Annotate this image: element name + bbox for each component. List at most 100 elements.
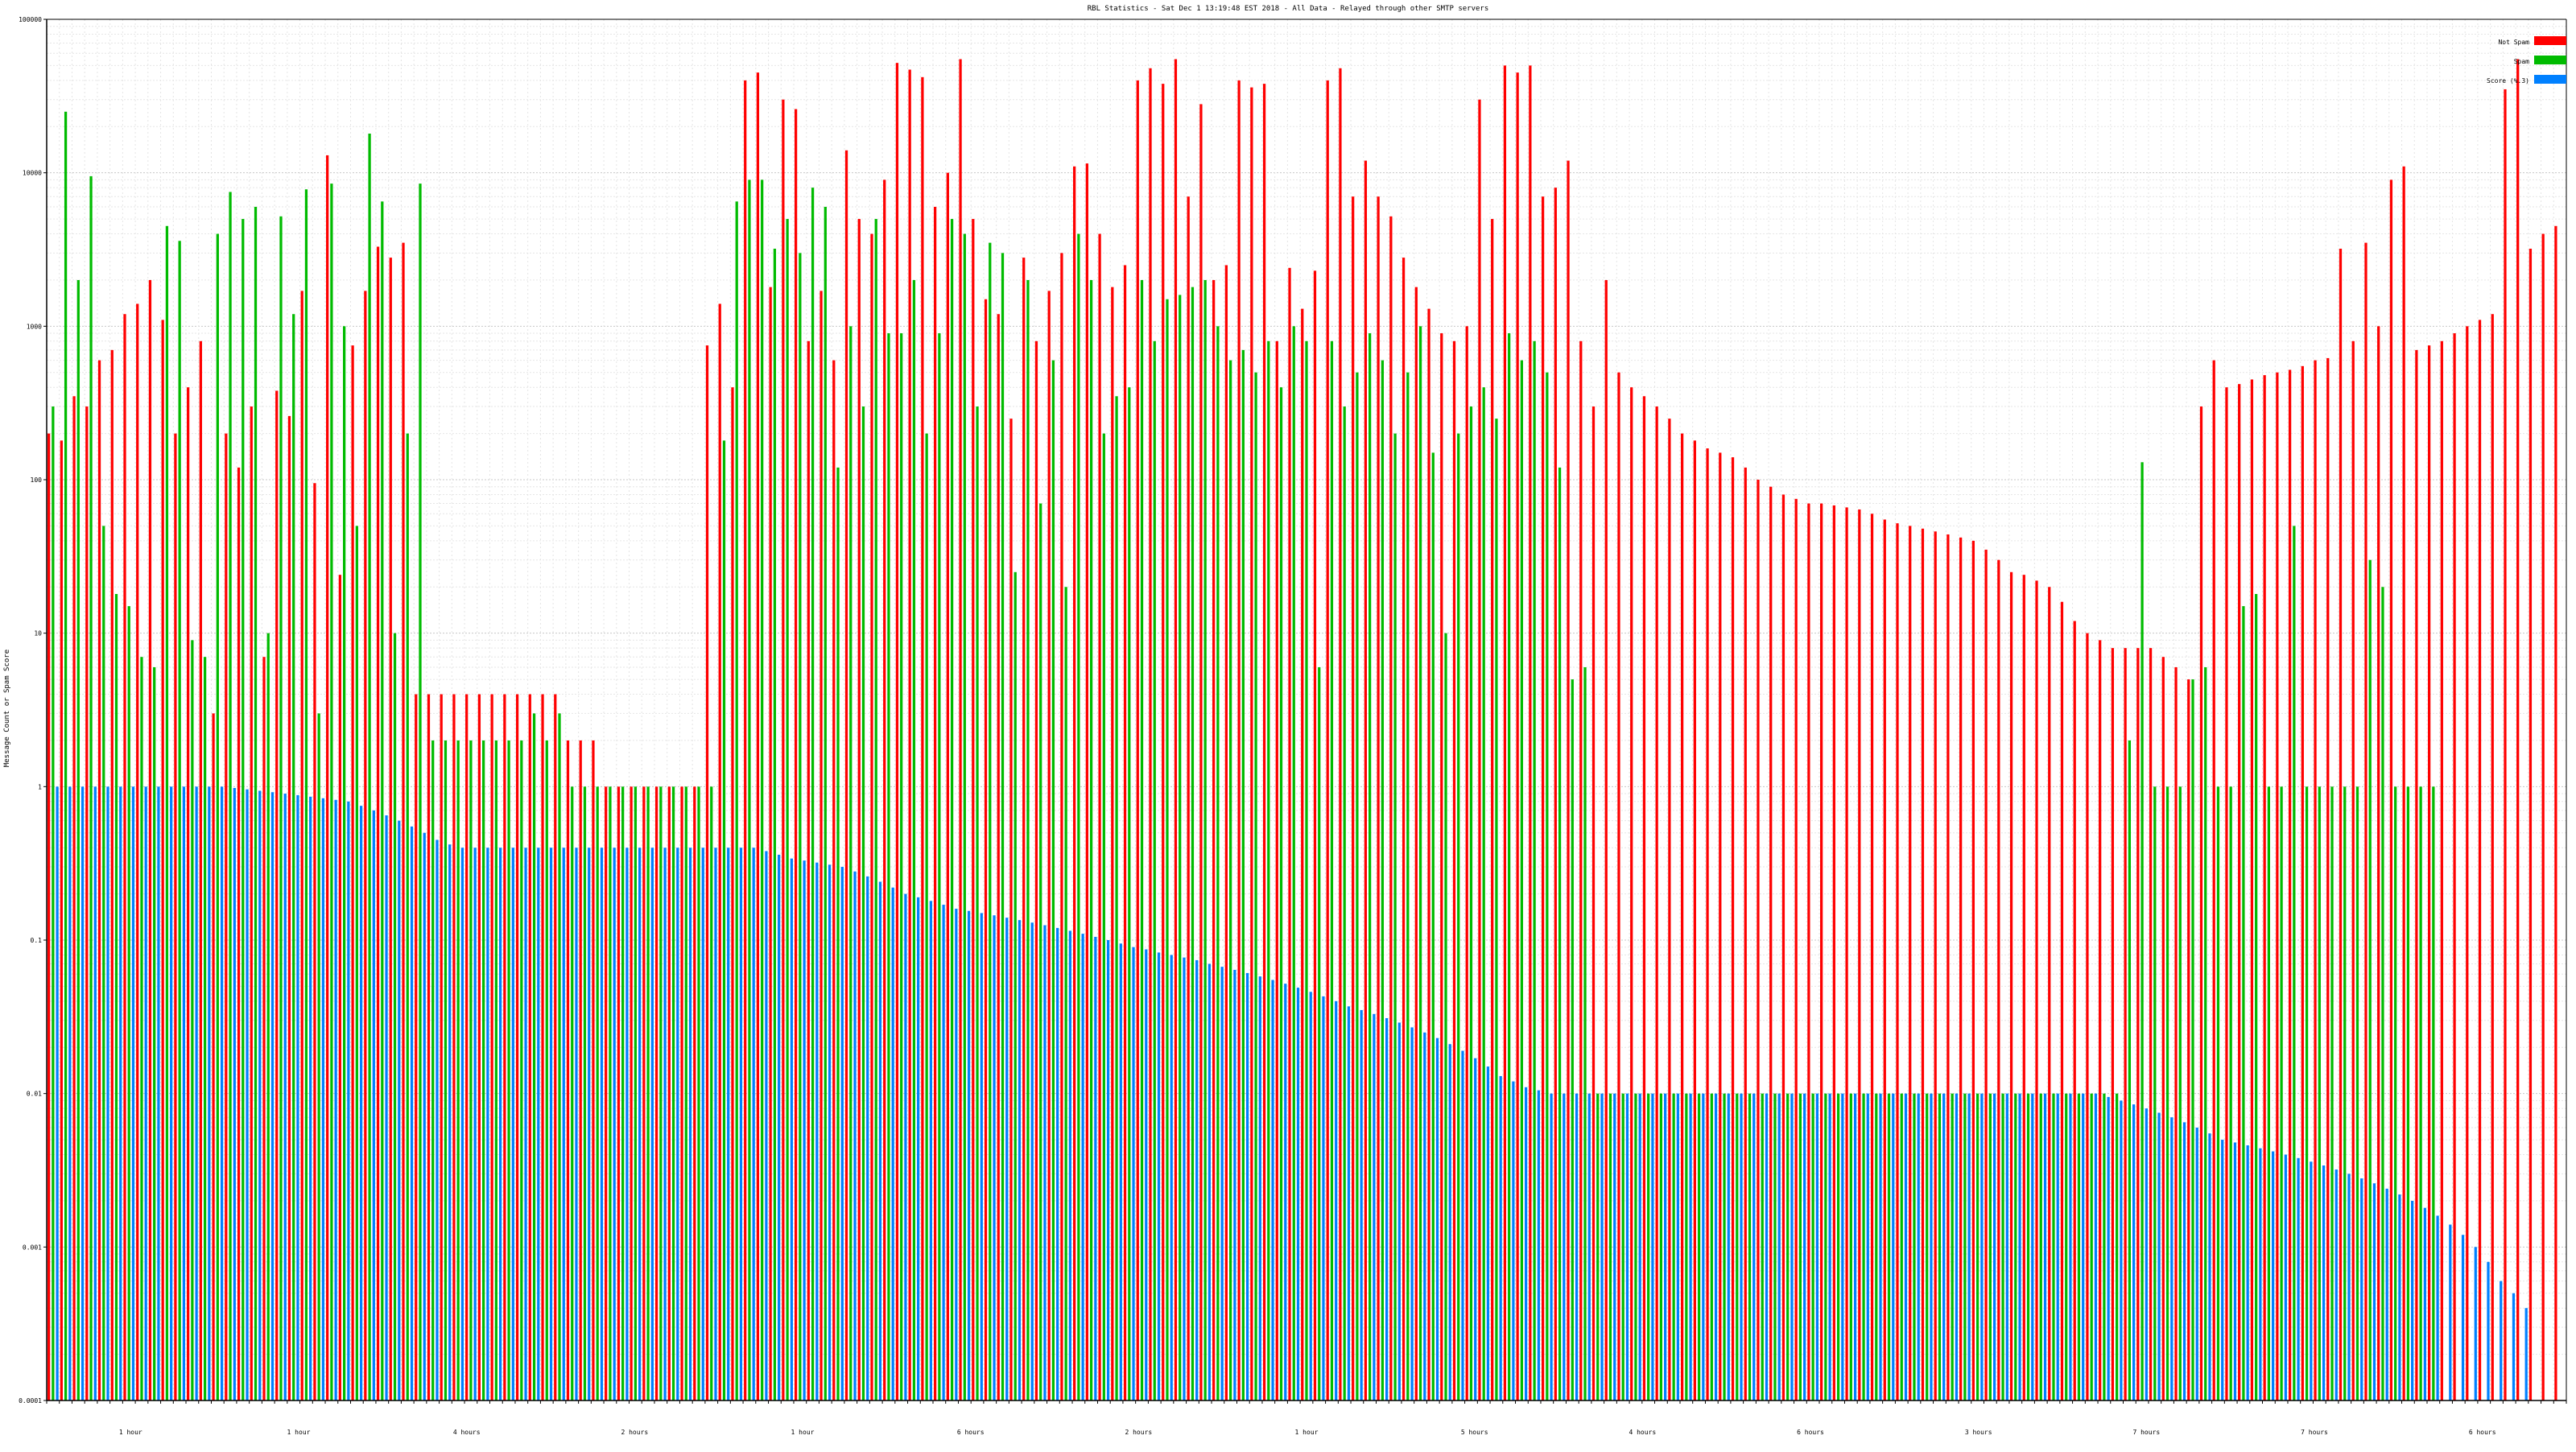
bar-not bbox=[2504, 89, 2507, 1400]
bar-score bbox=[1828, 1093, 1831, 1400]
bar-not bbox=[1529, 65, 1532, 1400]
bar-score bbox=[549, 848, 553, 1400]
bar-score bbox=[967, 910, 971, 1400]
bar-not bbox=[1085, 163, 1088, 1401]
bar-score bbox=[157, 786, 160, 1400]
bar-not bbox=[1541, 196, 1545, 1401]
bar-spam bbox=[52, 406, 55, 1400]
bar-spam bbox=[1077, 233, 1080, 1400]
bar-spam bbox=[2381, 587, 2384, 1400]
bar-not bbox=[693, 786, 696, 1400]
bar-score bbox=[1575, 1093, 1579, 1400]
bar-not bbox=[1262, 84, 1266, 1401]
bar-not bbox=[376, 246, 380, 1401]
bar-spam bbox=[1318, 666, 1321, 1400]
bar-spam bbox=[1039, 503, 1042, 1400]
bar-not bbox=[1567, 160, 1570, 1400]
bar-not bbox=[592, 740, 595, 1400]
bar-not bbox=[136, 303, 139, 1401]
x-tick-label: 4 hours bbox=[453, 1429, 481, 1436]
bar-spam bbox=[2103, 1093, 2106, 1400]
bar-not bbox=[2453, 333, 2456, 1400]
bar-spam bbox=[1508, 333, 1511, 1400]
bar-not bbox=[832, 360, 836, 1400]
bar-score bbox=[2018, 1093, 2021, 1400]
bar-not bbox=[2225, 387, 2228, 1401]
bar-spam bbox=[583, 786, 587, 1400]
bar-not bbox=[1073, 166, 1076, 1400]
bar-spam bbox=[596, 786, 599, 1400]
bar-not bbox=[819, 291, 823, 1400]
bar-spam bbox=[571, 786, 574, 1400]
bar-spam bbox=[1013, 571, 1017, 1400]
bar-not bbox=[2415, 349, 2418, 1400]
bar-not bbox=[2111, 648, 2115, 1400]
bar-spam bbox=[1203, 279, 1207, 1401]
bar-score bbox=[2398, 1194, 2401, 1400]
bar-score bbox=[2031, 1093, 2034, 1400]
bar-score bbox=[321, 798, 325, 1400]
bar-score bbox=[1018, 920, 1022, 1400]
bar-score bbox=[2436, 1215, 2439, 1400]
bar-score bbox=[1157, 952, 1161, 1400]
bar-score bbox=[638, 848, 642, 1400]
bar-score bbox=[1474, 1058, 1477, 1400]
bar-score bbox=[613, 848, 616, 1400]
bar-score bbox=[1309, 992, 1312, 1400]
bar-spam bbox=[2406, 786, 2410, 1400]
bar-not bbox=[1034, 340, 1038, 1400]
bar-score bbox=[1233, 969, 1236, 1400]
bar-not bbox=[895, 63, 899, 1400]
bar-spam bbox=[102, 526, 105, 1400]
bar-not bbox=[1149, 68, 1152, 1400]
bar-not bbox=[1174, 59, 1178, 1400]
bar-score bbox=[1195, 959, 1199, 1400]
bar-score bbox=[815, 862, 819, 1400]
bar-not bbox=[1313, 270, 1317, 1400]
bar-spam bbox=[444, 740, 448, 1400]
bar-not bbox=[1060, 253, 1063, 1400]
bar-not bbox=[1123, 265, 1127, 1401]
bar-spam bbox=[1267, 340, 1270, 1400]
bar-spam bbox=[2001, 1093, 2004, 1400]
bar-not bbox=[427, 694, 431, 1400]
bar-score bbox=[2246, 1145, 2249, 1400]
bar-not bbox=[2048, 587, 2051, 1400]
bar-not bbox=[490, 694, 493, 1400]
bar-not bbox=[1275, 340, 1278, 1400]
bar-score bbox=[917, 897, 920, 1400]
bar-spam bbox=[1241, 349, 1245, 1400]
bar-not bbox=[1352, 196, 1355, 1401]
bar-spam bbox=[304, 189, 308, 1401]
bar-score bbox=[2208, 1133, 2211, 1400]
bar-spam bbox=[836, 467, 840, 1400]
bars bbox=[47, 59, 2557, 1401]
bar-spam bbox=[609, 786, 612, 1400]
bar-not bbox=[2466, 326, 2469, 1401]
bar-spam bbox=[849, 326, 852, 1401]
bar-not bbox=[2276, 372, 2279, 1401]
bar-spam bbox=[761, 179, 764, 1400]
bar-spam bbox=[469, 740, 473, 1400]
x-tick-label: 3 hours bbox=[1965, 1429, 1992, 1436]
bar-spam bbox=[1736, 1093, 1739, 1400]
bar-spam bbox=[874, 219, 877, 1400]
bar-score bbox=[170, 786, 173, 1400]
bar-not bbox=[782, 99, 785, 1401]
bar-not bbox=[2541, 233, 2545, 1400]
bar-spam bbox=[317, 713, 320, 1400]
bar-score bbox=[993, 915, 996, 1400]
bar-not bbox=[654, 786, 658, 1400]
bar-spam bbox=[1191, 287, 1195, 1400]
bar-not bbox=[1111, 287, 1114, 1400]
bar-not bbox=[946, 172, 949, 1400]
bar-not bbox=[389, 258, 392, 1401]
bar-score bbox=[2145, 1108, 2148, 1400]
bar-score bbox=[1714, 1093, 1718, 1400]
bar-spam bbox=[824, 206, 827, 1401]
bar-not bbox=[1909, 526, 1912, 1400]
bar-score bbox=[1967, 1093, 1971, 1400]
bar-score bbox=[1815, 1093, 1819, 1400]
bar-score bbox=[1638, 1093, 1641, 1400]
bar-spam bbox=[2065, 1093, 2068, 1400]
